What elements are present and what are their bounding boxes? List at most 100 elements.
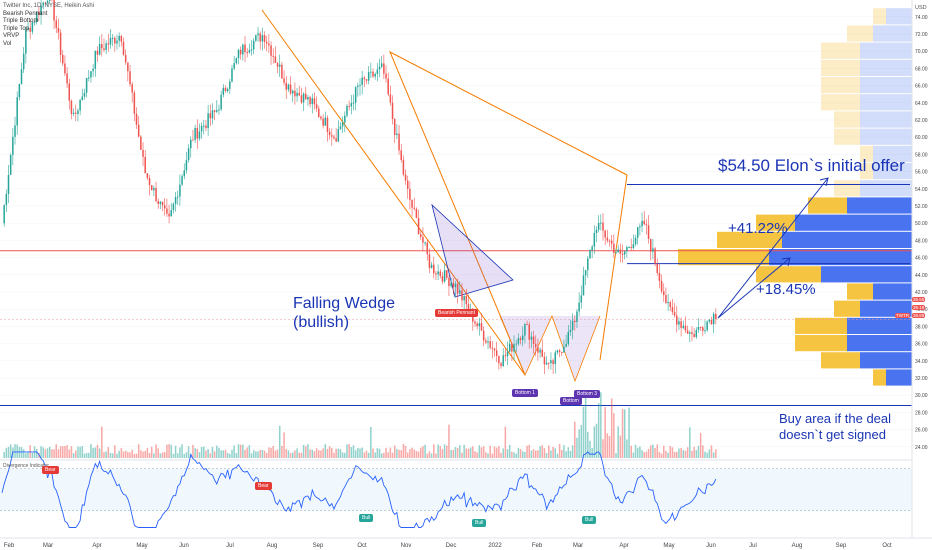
x-tick-label: Feb [532,543,543,549]
legend-item-vol[interactable]: Vol [3,40,12,47]
candle-body [702,327,704,331]
candle-body [352,102,355,104]
bearish-pennant-badge[interactable]: Bearish Pennant [435,309,478,317]
legend-item-vrvp[interactable]: VRVP [3,33,20,39]
candle-body [652,248,654,252]
y-tick-label: 66.00 [915,84,928,90]
volume-profile-down [860,128,912,145]
candle-body [459,290,461,294]
volume-bar [615,453,617,458]
candle-body [706,321,708,331]
candle-body [320,116,322,119]
candle-body [658,272,661,281]
candle-body [272,55,274,57]
x-tick-label: Apr [619,543,628,549]
candle-body [111,37,114,39]
candle-body [259,33,261,42]
legend-item-bearish-pennant[interactable]: Bearish Pennant [3,10,48,17]
candle-body [387,78,389,95]
volume-bar [539,446,541,458]
volume-bar [465,448,468,458]
candle-body [508,343,511,352]
candle-body [77,110,79,114]
volume-bar [3,451,5,458]
volume-bar [695,450,698,458]
volume-bar [261,449,264,458]
volume-bar [673,451,676,458]
candle-body [697,326,700,330]
volume-bar [580,424,583,458]
candle-body [526,324,528,326]
y-axis: USD 24.00 26.00 28.00 30.00 32.00 34.00 36.00 38… [911,0,932,538]
candle-body [621,253,624,255]
candle-body [122,41,125,55]
candle-body [222,87,225,95]
volume-bar [222,450,225,458]
volume-bar [133,453,136,458]
volume-bar [428,451,431,458]
bottom-badge[interactable]: Bottom [560,397,582,405]
candle-body [309,97,311,105]
y-axis-unit: USD [915,5,927,11]
candle-body [172,203,175,211]
bottom-1-badge[interactable]: Bottom 1 [512,389,539,397]
candle-body [489,341,491,348]
candle-body [482,330,485,341]
volume-profile-down [782,231,912,248]
volume-bar [376,448,379,458]
volume-bar [257,451,259,458]
volume-bar [454,447,457,458]
candle-body [18,83,21,98]
volume-bar [506,449,509,458]
volume-bar [16,444,18,458]
x-tick-label: Nov [401,543,412,549]
x-tick-label: Sep [836,543,847,549]
candle-body [75,112,77,114]
candle-body [12,136,14,155]
volume-bar [42,447,44,458]
candle-body [22,53,25,70]
candle-body [671,307,674,313]
volume-profile-up [860,163,873,180]
candle-body [107,43,110,45]
volume-bar [285,449,287,458]
bottom-3-badge[interactable]: Bottom 3 [574,390,601,398]
volume-bar [550,450,552,458]
volume-bar [456,447,459,458]
candle-body [59,32,62,55]
volume-bar [515,453,517,458]
legend-item-triple-bottom[interactable]: Triple Bottom [3,18,39,24]
volume-bar [623,409,626,458]
legend-item-triple-top[interactable]: Triple Top [3,25,30,32]
candle-body [174,197,177,204]
candle-body [682,325,685,328]
volume-bar [61,446,64,458]
volume-bar [194,448,196,458]
candle-body [38,11,40,16]
candle-body [55,20,58,28]
candle-body [563,346,565,353]
volume-profile-down [860,94,912,111]
candle-body [569,329,572,332]
candle-body [662,291,665,296]
volume-bar [48,446,51,458]
volume-bar [556,453,559,458]
volume-profile-up [821,59,860,76]
volume-bar [75,450,77,458]
volume-bar [270,447,272,458]
volume-bar [561,449,563,458]
x-tick-label: May [136,543,147,549]
volume-bar [600,392,602,458]
candle-body [298,92,301,96]
volume-bar [686,447,689,458]
volume-profile-up [821,42,860,59]
candle-body [467,304,470,311]
candle-body [695,329,698,338]
volume-bar [545,453,548,458]
candle-body [415,208,418,218]
candle-body [213,110,216,112]
x-tick-label: Oct [357,543,367,549]
volume-bar [521,451,524,458]
buy-area-sub-label: doesn`t get signed [779,427,886,442]
